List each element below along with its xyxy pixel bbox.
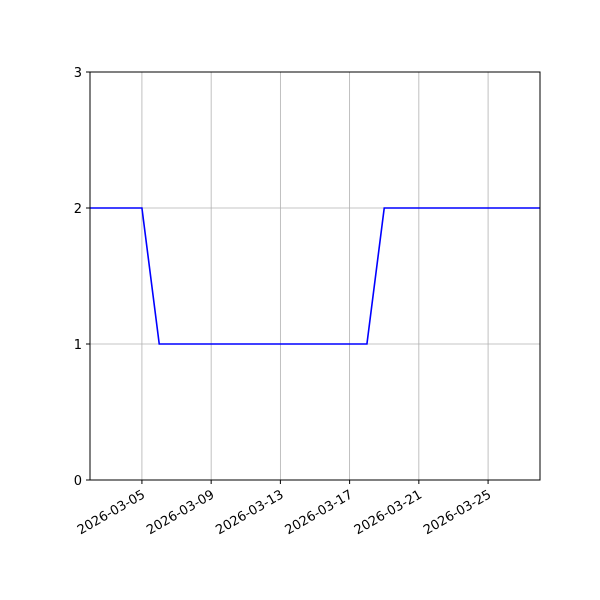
y-tick-label: 1 [74,338,82,353]
ticks: 2026-03-052026-03-092026-03-132026-03-17… [74,66,494,538]
series-line [90,207,540,345]
y-tick-label: 2 [74,202,82,217]
series [90,207,540,345]
x-tick-label: 2026-03-05 [75,487,148,538]
x-tick-label: 2026-03-25 [421,487,494,538]
x-tick-label: 2026-03-09 [144,487,217,538]
y-tick-label: 0 [74,474,82,489]
grid [90,71,540,481]
x-tick-label: 2026-03-21 [352,487,425,538]
x-tick-label: 2026-03-17 [283,487,356,538]
plot-frame [89,71,541,481]
y-tick-label: 3 [74,66,82,81]
x-tick-label: 2026-03-13 [213,487,286,538]
